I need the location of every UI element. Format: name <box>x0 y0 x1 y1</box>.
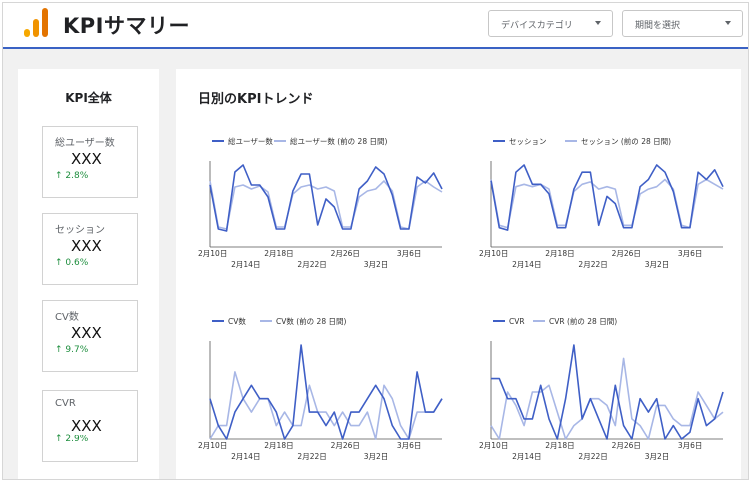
x-tick-label: 3月2日 <box>364 260 389 269</box>
page-title: KPIサマリー <box>63 14 190 38</box>
chevron-down-icon <box>595 21 601 25</box>
kpi-card-value: XXX <box>69 237 104 255</box>
x-tick-label: 2月18日 <box>545 441 574 450</box>
legend-label: セッション <box>509 137 547 146</box>
x-tick-label: 2月26日 <box>612 441 641 450</box>
series-line-current <box>209 164 443 232</box>
x-tick-label: 2月10日 <box>198 441 227 450</box>
kpi-card-value: XXX <box>69 417 104 435</box>
kpi-card-users: 総ユーザー数 ↑ 2.8% XXX <box>42 126 138 198</box>
device-category-select-label: デバイスカテゴリ <box>501 21 573 31</box>
kpi-card-delta: ↑ 9.7% <box>55 345 89 355</box>
kpi-card-conversions: CV数 ↑ 9.7% XXX <box>42 300 138 372</box>
x-tick-label: 3月6日 <box>678 249 703 258</box>
kpi-card-label: CV数 <box>55 312 79 323</box>
period-select-label: 期間を選択 <box>635 21 681 31</box>
legend-label: CV数 (前の 28 日間) <box>276 316 346 326</box>
x-tick-label: 2月10日 <box>479 441 508 450</box>
trend-chart-2: CV数 CV数 (前の 28 日間) 2月10日 2月18日 2月26日 3月6日 2月14… <box>198 316 443 461</box>
x-tick-label: 3月6日 <box>397 441 422 450</box>
series-line-current <box>491 344 724 440</box>
trend-panel-title: 日別のKPIトレンド <box>198 92 314 107</box>
legend-label: CVR <box>509 317 525 326</box>
x-tick-label: 2月14日 <box>512 260 541 269</box>
kpi-card-sessions: セッション ↑ 0.6% XXX <box>42 213 138 285</box>
x-tick-label: 2月10日 <box>198 249 227 258</box>
series-line-current <box>209 344 443 440</box>
x-tick-label: 2月22日 <box>578 452 607 461</box>
series-line-previous <box>490 357 724 440</box>
arrow-up-icon: ↑ <box>55 258 63 268</box>
x-tick-label: 2月18日 <box>545 249 574 258</box>
x-tick-label: 2月26日 <box>331 441 360 450</box>
legend-label: セッション (前の 28 日間) <box>581 136 671 146</box>
kpi-card-value: XXX <box>69 150 104 168</box>
legend-label: CV数 <box>228 316 246 326</box>
kpi-card-delta: ↑ 2.8% <box>55 171 89 181</box>
x-tick-label: 2月22日 <box>297 260 326 269</box>
chevron-down-icon <box>725 21 731 25</box>
kpi-card-delta: ↑ 0.6% <box>55 258 89 268</box>
kpi-summary-panel: KPI全体 総ユーザー数 ↑ 2.8% XXX セッション ↑ 0.6% XXX… <box>18 69 159 479</box>
x-tick-label: 2月14日 <box>512 452 541 461</box>
header-bar: KPIサマリー デバイスカテゴリ 期間を選択 <box>3 3 748 49</box>
x-tick-label: 3月2日 <box>645 260 670 269</box>
legend-label: 総ユーザー数 (前の 28 日間) <box>290 136 387 146</box>
x-tick-label: 2月22日 <box>578 260 607 269</box>
x-tick-label: 3月2日 <box>364 452 389 461</box>
arrow-up-icon: ↑ <box>55 434 63 444</box>
arrow-up-icon: ↑ <box>55 171 63 181</box>
legend-label: CVR (前の 28 日間) <box>549 316 617 326</box>
trend-chart-3: CVR CVR (前の 28 日間) 2月10日 2月18日 2月26日 3月6日 2月14… <box>479 316 724 461</box>
series-line-previous <box>209 180 443 230</box>
device-category-select[interactable]: デバイスカテゴリ <box>488 10 613 37</box>
analytics-logo-icon <box>24 8 50 38</box>
series-line-previous <box>209 371 443 440</box>
x-tick-label: 3月6日 <box>397 249 422 258</box>
x-tick-label: 2月14日 <box>231 260 260 269</box>
kpi-card-cvr: CVR ↑ 2.9% XXX <box>42 390 138 462</box>
arrow-up-icon: ↑ <box>55 345 63 355</box>
x-tick-label: 2月14日 <box>231 452 260 461</box>
x-tick-label: 2月18日 <box>264 249 293 258</box>
kpi-trend-panel: 日別のKPIトレンド 総ユーザー数 総ユーザー数 (前の 28 日間) 2月10日 2… <box>176 69 741 479</box>
series-line-previous <box>490 178 724 229</box>
x-tick-label: 2月26日 <box>612 249 641 258</box>
x-tick-label: 2月10日 <box>479 249 508 258</box>
x-tick-label: 3月6日 <box>678 441 703 450</box>
kpi-card-value: XXX <box>69 324 104 342</box>
period-select[interactable]: 期間を選択 <box>622 10 743 37</box>
kpi-panel-heading: KPI全体 <box>65 91 112 105</box>
x-tick-label: 2月26日 <box>331 249 360 258</box>
kpi-card-label: CVR <box>55 398 76 409</box>
kpi-card-delta: ↑ 2.9% <box>55 434 89 444</box>
trend-chart-0: 総ユーザー数 総ユーザー数 (前の 28 日間) 2月10日 2月18日 2月26日 3月… <box>198 136 443 269</box>
x-tick-label: 2月18日 <box>264 441 293 450</box>
x-tick-label: 2月22日 <box>297 452 326 461</box>
series-line-current <box>490 164 724 231</box>
legend-label: 総ユーザー数 <box>228 136 273 146</box>
kpi-card-label: 総ユーザー数 <box>55 138 115 149</box>
trend-chart-1: セッション セッション (前の 28 日間) 2月10日 2月18日 2月26日 3月6日… <box>479 136 724 269</box>
trend-charts: 総ユーザー数 総ユーザー数 (前の 28 日間) 2月10日 2月18日 2月26日 3月… <box>198 136 724 461</box>
kpi-card-label: セッション <box>55 225 105 236</box>
x-tick-label: 3月2日 <box>645 452 670 461</box>
